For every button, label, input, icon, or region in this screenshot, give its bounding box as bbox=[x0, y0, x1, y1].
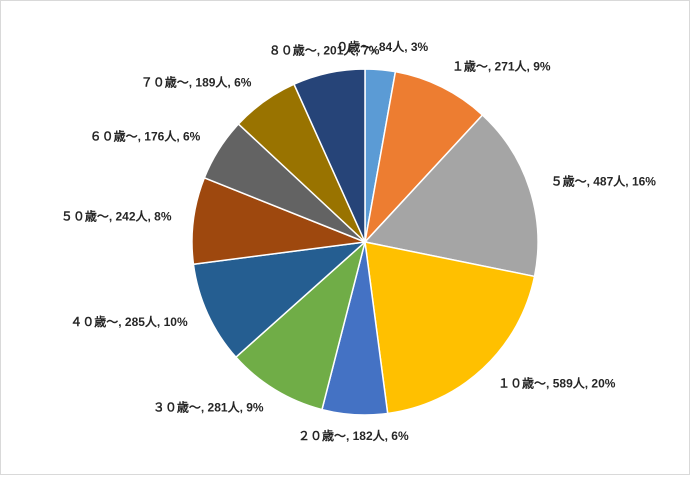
data-label: ４０歳～, 285人, 10% bbox=[70, 314, 188, 329]
pie-slice bbox=[293, 68, 366, 243]
data-label: ６０歳～, 176人, 6% bbox=[90, 129, 201, 144]
data-label: ５０歳～, 242人, 8% bbox=[61, 209, 172, 224]
pie-slice bbox=[364, 241, 536, 415]
data-label: ３０歳～, 281人, 9% bbox=[153, 400, 264, 415]
pie-slice bbox=[191, 176, 368, 266]
pie-slice bbox=[363, 70, 484, 245]
pie-slice bbox=[363, 113, 539, 278]
data-label: ０歳～, 84人, 3% bbox=[336, 39, 428, 54]
pie-slice bbox=[234, 239, 367, 411]
data-label: ２０歳～, 182人, 6% bbox=[298, 428, 409, 443]
data-label: １歳～, 271人, 9% bbox=[452, 59, 551, 74]
data-label: ７０歳～, 189人, 6% bbox=[141, 75, 252, 90]
data-label: ５歳～, 487人, 16% bbox=[551, 173, 657, 188]
pie-slice bbox=[192, 240, 368, 359]
data-label: ８０歳～, 201人, 7% bbox=[269, 43, 380, 58]
data-label: １０歳～, 589人, 20% bbox=[498, 376, 616, 391]
